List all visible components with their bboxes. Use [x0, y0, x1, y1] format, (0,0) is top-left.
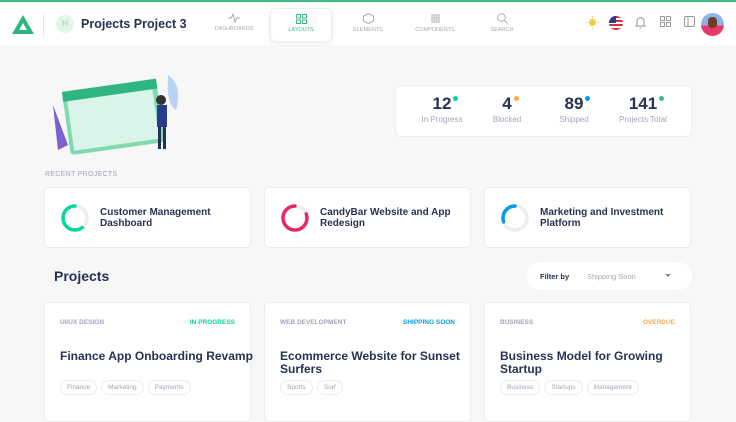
activity-icon: [228, 13, 240, 23]
project-card[interactable]: BUSINESS OVERDUE Business Model for Growi…: [484, 302, 691, 422]
nav-elements[interactable]: ELEMENTS: [337, 8, 399, 42]
tag[interactable]: Sports: [280, 380, 313, 395]
stat-total: 141 Projects Total: [619, 94, 667, 124]
progress-ring: [61, 204, 89, 232]
nav-components[interactable]: COMPONENTS: [404, 8, 466, 42]
project-badge: H: [56, 15, 74, 33]
logo-icon[interactable]: [12, 15, 34, 34]
stats-card: 12 In Progress 4 Blocked 89 Shipped 141 Proj…: [395, 85, 692, 137]
tag[interactable]: Finance: [60, 380, 98, 395]
status-dot: [659, 96, 665, 101]
recent-project-card[interactable]: Marketing and Investment Platform: [484, 187, 691, 248]
divider: [43, 14, 44, 36]
filter-select[interactable]: Shipping Soon: [587, 272, 636, 281]
hero-illustration: [53, 75, 179, 155]
us-flag-icon[interactable]: [609, 16, 623, 30]
tag[interactable]: Marketing: [101, 380, 144, 395]
stat-shipped: 89 Shipped: [559, 94, 591, 124]
grid-icon: [295, 14, 307, 24]
project-card[interactable]: UI/UX DESIGN IN PROGRESS Finance App Onbo…: [44, 302, 253, 422]
status-dot: [585, 96, 591, 101]
nav-dashboards[interactable]: DASHBOARDS: [203, 8, 265, 42]
tag[interactable]: Surf: [316, 380, 343, 395]
stat-in-progress: 12 In Progress: [421, 94, 463, 124]
project-card[interactable]: WEB DEVELOPMENT SHIPPING SOON Ecommerce W…: [264, 302, 471, 422]
nav-search[interactable]: SEARCH: [471, 8, 533, 42]
tag[interactable]: Startups: [544, 380, 583, 395]
tag[interactable]: Management: [586, 380, 639, 395]
progress-arc: [281, 204, 309, 232]
projects-heading: Projects: [54, 268, 110, 284]
page-title: Projects Project 3: [81, 17, 187, 31]
progress-ring: [281, 204, 309, 232]
recent-project-card[interactable]: Customer Management Dashboard: [44, 187, 251, 248]
status-badge: SHIPPING SOON: [402, 319, 455, 326]
section-label: RECENT PROJECTS: [45, 171, 118, 178]
user-avatar[interactable]: [701, 13, 724, 36]
tag[interactable]: Business: [500, 380, 541, 395]
nav-layouts[interactable]: LAYOUTS: [270, 8, 332, 42]
cpu-icon: [431, 14, 439, 23]
progress-arc: [61, 204, 89, 232]
top-navbar: H Projects Project 3 DASHBOARDS LAYOUTS …: [0, 0, 736, 45]
stat-blocked: 4 Blocked: [492, 94, 522, 124]
status-dot: [513, 96, 519, 101]
progress-arc: [501, 204, 529, 232]
status-dot: [453, 96, 459, 101]
filter-label: Filter by: [540, 272, 570, 281]
apps-grid-icon[interactable]: [660, 16, 671, 27]
tag[interactable]: Payments: [147, 380, 191, 395]
search-icon: [496, 13, 508, 24]
status-badge: IN PROGRESS: [189, 319, 235, 326]
bell-icon[interactable]: [635, 16, 646, 29]
sidebar-toggle-icon[interactable]: [684, 16, 695, 27]
chevron-down-icon[interactable]: [665, 274, 671, 280]
sun-icon[interactable]: [586, 16, 599, 29]
recent-project-card[interactable]: CandyBar Website and App Redesign: [264, 187, 471, 248]
status-badge: OVERDUE: [642, 319, 675, 326]
box-icon: [362, 13, 374, 24]
progress-ring: [501, 204, 529, 232]
filter-control: Filter by Shipping Soon: [527, 262, 692, 290]
